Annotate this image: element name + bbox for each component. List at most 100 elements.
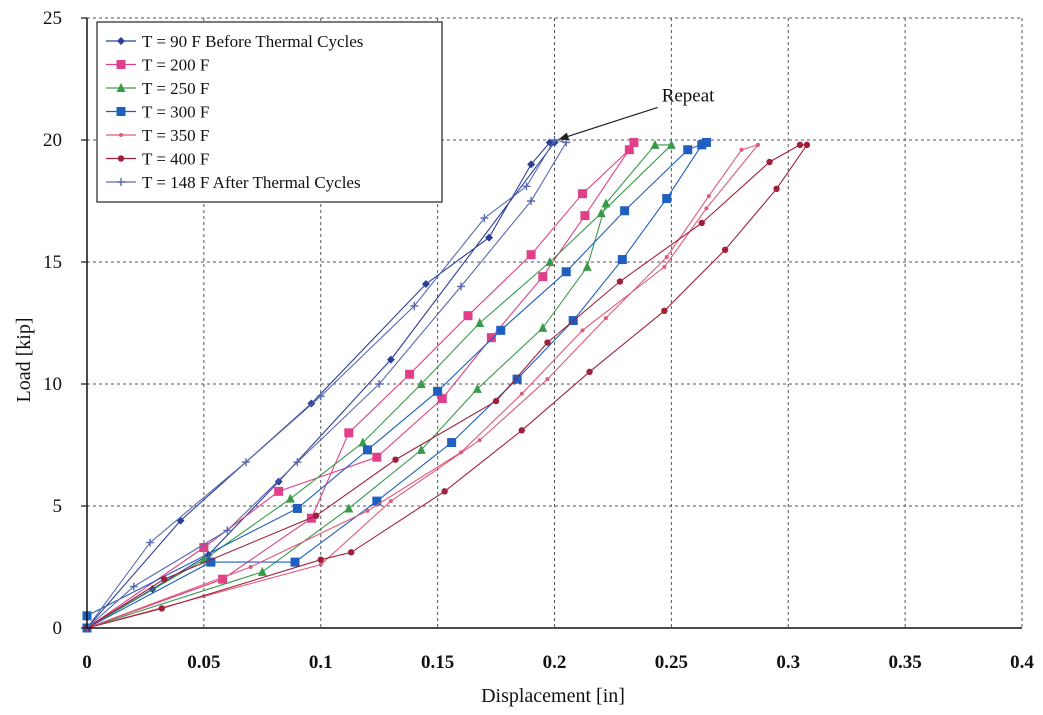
data-point	[258, 567, 267, 576]
data-point	[459, 450, 463, 454]
data-point	[702, 138, 711, 147]
data-point	[249, 565, 253, 569]
data-point	[740, 148, 744, 152]
legend-label: T = 148 F After Thermal Cycles	[142, 173, 361, 192]
data-point	[544, 339, 550, 345]
data-point	[405, 370, 414, 379]
x-tick-label: 0.1	[309, 652, 333, 673]
legend-entry: T = 90 F Before Thermal Cycles	[106, 32, 363, 51]
data-point	[699, 220, 705, 226]
legend-label: T = 200 F	[142, 56, 209, 75]
series-line	[87, 145, 807, 628]
data-point	[665, 255, 669, 259]
y-tick-label: 10	[43, 374, 62, 395]
data-point	[519, 427, 525, 433]
repeat-annotation: Repeat	[559, 85, 716, 140]
legend-marker	[117, 107, 126, 116]
data-point	[604, 316, 608, 320]
legend: T = 90 F Before Thermal Cycles T = 200 F T…	[97, 22, 442, 202]
series-line	[87, 142, 634, 628]
data-point	[527, 250, 536, 259]
data-point	[372, 497, 381, 506]
series-4	[83, 138, 711, 633]
x-tick-label: 0.4	[1010, 652, 1034, 673]
y-tick-label: 15	[43, 252, 62, 273]
data-point	[520, 392, 524, 396]
legend-label: T = 350 F	[142, 126, 209, 145]
data-point	[538, 272, 547, 281]
data-point	[683, 145, 692, 154]
data-point	[661, 308, 667, 314]
data-point	[620, 206, 629, 215]
x-axis-label: Displacement [in]	[481, 685, 625, 707]
data-point	[363, 445, 372, 454]
data-point	[562, 267, 571, 276]
legend-label: T = 300 F	[142, 103, 209, 122]
data-point	[473, 384, 482, 393]
annotation-arrowhead	[559, 133, 570, 141]
data-point	[206, 558, 215, 567]
data-point	[662, 194, 671, 203]
data-point	[464, 311, 473, 320]
data-point	[392, 456, 398, 462]
data-point	[161, 576, 167, 582]
x-tick-label: 0.3	[776, 652, 800, 673]
x-tick-label: 0.35	[889, 652, 922, 673]
x-tick-label: 0	[82, 652, 92, 673]
data-point	[366, 509, 370, 513]
data-point	[389, 499, 393, 503]
y-tick-label: 20	[43, 130, 62, 151]
annotation-arrow-line	[559, 107, 658, 139]
y-tick-label: 25	[43, 8, 62, 29]
data-point	[344, 428, 353, 437]
y-tick-label: 0	[53, 618, 63, 639]
data-point	[545, 377, 549, 381]
data-point	[344, 503, 353, 512]
legend-marker	[118, 155, 124, 161]
x-tick-label: 0.15	[421, 652, 454, 673]
data-point	[475, 318, 484, 327]
data-point	[318, 556, 324, 562]
data-point	[707, 194, 711, 198]
series-2	[83, 138, 639, 633]
data-point	[485, 234, 493, 242]
data-point	[618, 255, 627, 264]
data-point	[581, 328, 585, 332]
data-point	[372, 453, 381, 462]
legend-entry: T = 148 F After Thermal Cycles	[106, 173, 361, 192]
y-axis-label: Load [kip]	[13, 318, 35, 403]
data-point	[496, 326, 505, 335]
data-point	[583, 262, 592, 271]
data-point	[493, 398, 499, 404]
x-tick-label: 0.2	[543, 652, 567, 673]
data-point	[586, 369, 592, 375]
legend-label: T = 250 F	[142, 79, 209, 98]
data-point	[478, 438, 482, 442]
data-point	[447, 438, 456, 447]
data-point	[348, 549, 354, 555]
data-point	[159, 605, 165, 611]
legend-label: T = 90 F Before Thermal Cycles	[142, 32, 363, 51]
data-point	[274, 487, 283, 496]
data-point	[662, 265, 666, 269]
series-line	[87, 140, 566, 628]
series-line	[87, 142, 706, 628]
data-point	[756, 143, 760, 147]
data-point	[487, 333, 496, 342]
legend-label: T = 400 F	[142, 150, 209, 169]
data-point	[293, 504, 302, 513]
x-tick-label: 0.25	[655, 652, 688, 673]
y-tick-label: 5	[53, 496, 63, 517]
data-point	[580, 211, 589, 220]
data-point	[578, 189, 587, 198]
data-point	[433, 387, 442, 396]
data-point	[766, 159, 772, 165]
data-point	[617, 278, 623, 284]
data-point	[513, 375, 522, 384]
data-point	[291, 558, 300, 567]
data-point	[704, 206, 708, 210]
data-point	[319, 563, 323, 567]
data-point	[313, 513, 319, 519]
data-point	[773, 186, 779, 192]
